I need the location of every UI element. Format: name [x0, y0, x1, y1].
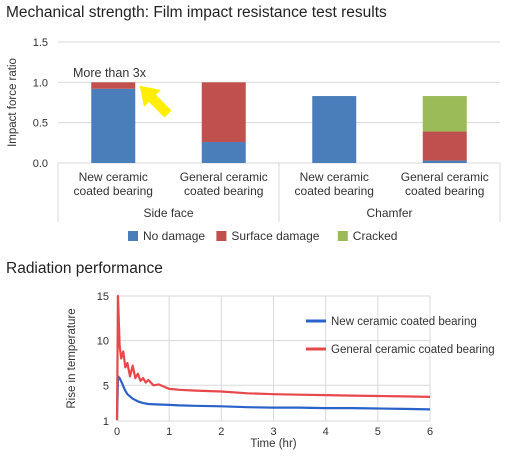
category-label: coated bearing	[74, 184, 153, 198]
y-tick-label: 15	[97, 291, 109, 303]
bar-segment	[201, 142, 246, 163]
category-label: General ceramic	[401, 170, 489, 184]
series-line	[115, 375, 431, 421]
legend-swatch	[216, 231, 227, 241]
category-label: coated bearing	[184, 184, 263, 198]
category-label: coated bearing	[405, 184, 484, 198]
bar-segment	[201, 82, 246, 143]
x-tick-label: 5	[375, 426, 381, 438]
x-axis-label: Time (hr)	[250, 438, 296, 450]
chart-title-impact: Mechanical strength: Film impact resista…	[6, 4, 387, 21]
arrow-shape	[139, 85, 172, 118]
legend-label: General ceramic coated bearing	[331, 344, 495, 356]
category-label: General ceramic	[180, 170, 268, 184]
y-tick-label: 0.5	[33, 118, 48, 130]
group-label: Side face	[143, 206, 193, 220]
arrow-icon	[139, 85, 172, 118]
y-tick-label: 1	[103, 416, 109, 428]
series-line	[115, 294, 431, 421]
x-tick-label: 2	[218, 426, 224, 438]
x-tick-label: 6	[427, 426, 433, 438]
impact-bar-chart: 0.0 0.5 1.0 1.5 Impact force ratio New cerami…	[7, 37, 501, 243]
legend-label: New ceramic coated bearing	[331, 316, 477, 328]
bar-segment	[91, 82, 136, 89]
legend-label: Cracked	[353, 229, 398, 243]
group-label: Chamfer	[366, 206, 412, 220]
bar-segment	[422, 160, 467, 163]
y-axis-label: Impact force ratio	[7, 58, 19, 147]
y-tick-label: 1.0	[33, 77, 48, 89]
annotation-label: More than 3x	[73, 66, 147, 80]
category-label: coated bearing	[295, 184, 374, 198]
x-tick-label: 3	[270, 426, 276, 438]
y-axis-label: Rise in temperature	[66, 308, 78, 408]
legend-label: No damage	[143, 229, 205, 243]
legend-swatch	[337, 231, 348, 241]
y-tick-label: 5	[103, 380, 109, 392]
category-label: New ceramic	[300, 170, 369, 184]
legend-label: Surface damage	[231, 229, 319, 243]
bar-segment	[422, 96, 467, 132]
bar-segment	[422, 131, 467, 161]
y-tick-label: 1.5	[33, 37, 48, 49]
chart-title-radiation: Radiation performance	[6, 260, 163, 277]
bar-segment	[312, 96, 357, 163]
x-tick-label: 1	[166, 426, 172, 438]
x-tick-label: 0	[114, 426, 120, 438]
category-label: New ceramic	[79, 170, 148, 184]
y-tick-label: 10	[97, 336, 109, 348]
y-tick-label: 0.0	[33, 158, 48, 170]
x-tick-label: 4	[323, 426, 329, 438]
bar-segment	[91, 88, 136, 163]
legend-swatch	[128, 231, 138, 241]
